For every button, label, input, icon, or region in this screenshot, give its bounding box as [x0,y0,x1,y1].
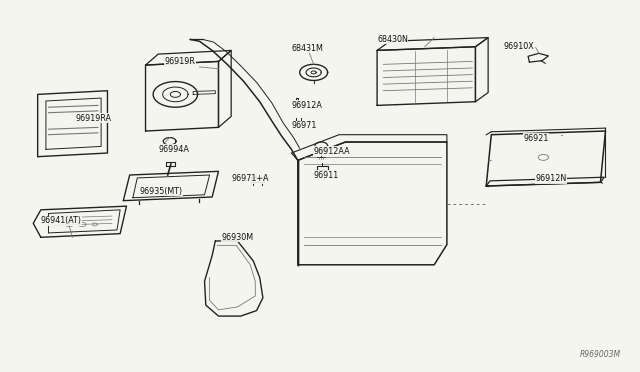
Text: 96971: 96971 [291,121,317,130]
Text: 96912AA: 96912AA [314,147,350,156]
Text: 96912N: 96912N [536,174,567,183]
Text: 68430N: 68430N [377,35,408,44]
Text: 96930M: 96930M [221,233,254,242]
Text: 96971+A: 96971+A [231,174,269,183]
Text: R969003M: R969003M [580,350,621,359]
Text: 96911: 96911 [314,170,339,180]
Text: 96919RA: 96919RA [76,114,112,123]
Text: 96941(AT): 96941(AT) [41,216,82,225]
Text: 96919R: 96919R [164,57,195,66]
Text: 96910X: 96910X [504,42,535,51]
Text: 96935(MT): 96935(MT) [139,187,182,196]
Text: 96921: 96921 [523,134,548,143]
Text: 96912A: 96912A [291,101,323,110]
Text: 68431M: 68431M [291,44,323,53]
Text: 96994A: 96994A [158,145,189,154]
